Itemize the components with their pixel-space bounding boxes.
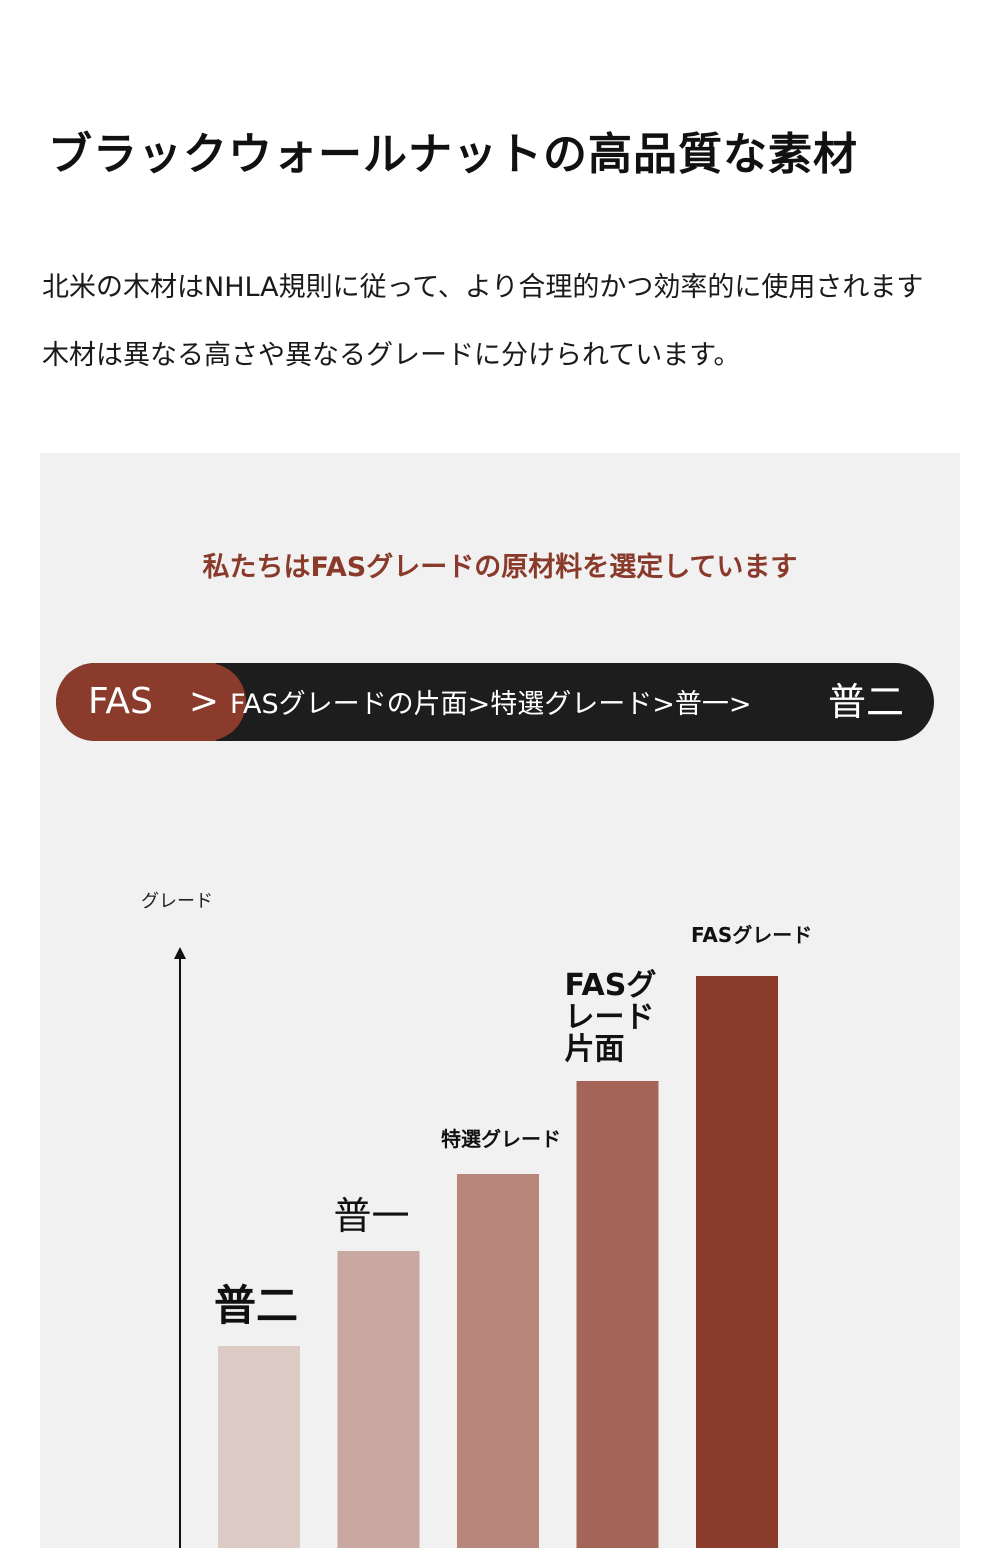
bar-1: [218, 1346, 300, 1548]
y-axis-label: グレード: [141, 891, 213, 912]
ranking-first: FAS >: [88, 681, 220, 722]
intro-line-1: 北米の木材はNHLA規則に従って、より合理的かつ効率的に使用されます: [42, 272, 924, 303]
page-title: ブラックウォールナットの高品質な素材: [48, 129, 858, 180]
bar-label-2: 普一: [334, 1194, 410, 1238]
grade-panel: 私たちはFASグレードの原材料を選定しています FAS > FASグレードの片面…: [40, 453, 960, 1548]
bar-3: [457, 1174, 539, 1548]
bar-5: [696, 976, 778, 1548]
bar-label-3: 特選グレード: [441, 1127, 561, 1151]
intro-line-2: 木材は異なる高さや異なるグレードに分けられています。: [42, 340, 741, 371]
bar-2: [337, 1251, 420, 1548]
ranking-middle: FASグレードの片面>特選グレード>普一>: [230, 689, 752, 720]
panel-subtitle: 私たちはFASグレードの原材料を選定しています: [202, 552, 798, 583]
ranking-accent: [56, 663, 246, 741]
bar-label-4: FASグレード片面: [565, 968, 657, 1067]
grade-ranking-bar: FAS > FASグレードの片面>特選グレード>普一> 普二: [56, 663, 934, 741]
bar-4: [576, 1081, 659, 1548]
y-axis-arrow: [174, 947, 186, 959]
ranking-last: 普二: [828, 680, 905, 724]
bar-label-1: 普二: [214, 1281, 298, 1330]
bar-label-5: FASグレード: [691, 923, 812, 947]
